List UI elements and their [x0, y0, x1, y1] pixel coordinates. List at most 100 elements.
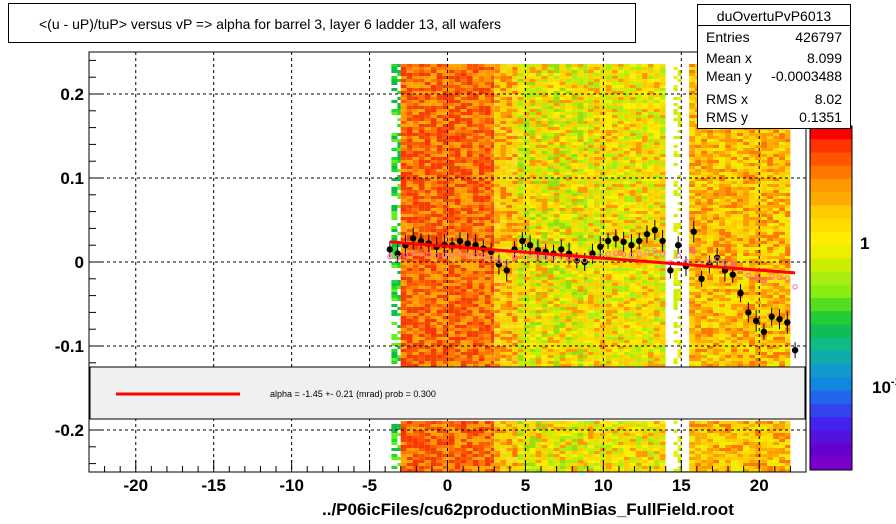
heatmap-cell [412, 121, 419, 124]
heatmap-cell [500, 64, 507, 67]
heatmap-cell [653, 103, 660, 106]
heatmap-cell [472, 157, 479, 160]
heatmap-cell [529, 118, 536, 121]
heatmap-cell [623, 298, 630, 301]
heatmap-cell [512, 193, 518, 196]
heatmap-cell [635, 220, 642, 223]
heatmap-cell [535, 124, 542, 127]
heatmap-cell [494, 238, 501, 241]
heatmap-cell [424, 430, 431, 433]
heatmap-cell [424, 127, 431, 130]
heatmap-cell [466, 283, 473, 286]
heatmap-cell [583, 121, 588, 124]
heatmap-cell [424, 88, 431, 91]
heatmap-cell [448, 199, 455, 202]
heatmap-cell [472, 85, 479, 88]
heatmap-cell [424, 175, 431, 178]
heatmap-cell [506, 91, 513, 94]
heatmap-cell [400, 313, 407, 316]
heatmap-cell [494, 433, 501, 436]
heatmap-cell [512, 79, 518, 82]
heatmap-cell [466, 238, 473, 241]
heatmap-cell [512, 340, 518, 343]
heatmap-cell [571, 364, 578, 367]
heatmap-cell [460, 430, 467, 433]
heatmap-cell [500, 319, 507, 322]
heatmap-cell [629, 187, 636, 190]
heatmap-cell [430, 268, 437, 271]
heatmap-cell [448, 253, 455, 256]
heatmap-cell [424, 64, 431, 67]
heatmap-cell [424, 184, 431, 187]
heatmap-cell [406, 97, 413, 100]
heatmap-cell [454, 250, 461, 253]
heatmap-cell [605, 76, 612, 79]
heatmap-cell [512, 292, 518, 295]
heatmap-cell [418, 157, 425, 160]
heatmap-cell [599, 97, 606, 100]
heatmap-cell [659, 217, 666, 220]
heatmap-cell [500, 241, 507, 244]
heatmap-cell [583, 214, 588, 217]
heatmap-cell [547, 172, 554, 175]
heatmap-cell [553, 430, 560, 433]
heatmap-cell [412, 109, 419, 112]
heatmap-cell [517, 193, 524, 196]
heatmap-cell [547, 421, 554, 424]
heatmap-cell [559, 346, 566, 349]
heatmap-cell [500, 97, 507, 100]
heatmap-cell [653, 289, 660, 292]
heatmap-cell [641, 178, 648, 181]
heatmap-cell [512, 166, 518, 169]
heatmap-cell [490, 97, 495, 100]
heatmap-cell [577, 118, 584, 121]
heatmap-cell [659, 223, 666, 226]
heatmap-cell [553, 76, 560, 79]
heatmap-cell [478, 85, 485, 88]
heatmap-cell [478, 202, 485, 205]
heatmap-cell [472, 424, 479, 427]
heatmap-cell [611, 94, 618, 97]
heatmap-cell [583, 217, 588, 220]
heatmap-cell [517, 439, 524, 442]
heatmap-cell [500, 193, 507, 196]
heatmap-cell [412, 310, 419, 313]
heatmap-cell [587, 235, 594, 238]
heatmap-cell [559, 358, 566, 361]
heatmap-cell [583, 310, 588, 313]
heatmap-cell [506, 439, 513, 442]
heatmap-cell [397, 358, 401, 361]
heatmap-cell [535, 70, 542, 73]
heatmap-cell [599, 82, 606, 85]
heatmap-cell [599, 76, 606, 79]
heatmap-cell [629, 301, 636, 304]
heatmap-cell [454, 139, 461, 142]
heatmap-cell [587, 118, 594, 121]
heatmap-cell [418, 457, 425, 460]
heatmap-cell [494, 334, 501, 337]
heatmap-cell [559, 208, 566, 211]
heatmap-cell [500, 169, 507, 172]
heatmap-cell [605, 157, 612, 160]
heatmap-cell [406, 358, 413, 361]
heatmap-cell [478, 334, 485, 337]
heatmap-cell [517, 343, 524, 346]
heatmap-cell [494, 292, 501, 295]
heatmap-cell [448, 328, 455, 331]
heatmap-cell [599, 199, 606, 202]
heatmap-cell [565, 298, 572, 301]
heatmap-cell [506, 85, 513, 88]
heatmap-cell [397, 109, 401, 112]
heatmap-cell [494, 217, 501, 220]
heatmap-cell [454, 64, 461, 67]
heatmap-cell [541, 82, 548, 85]
heatmap-cell [623, 106, 630, 109]
heatmap-cell [506, 82, 513, 85]
heatmap-cell [406, 253, 413, 256]
heatmap-cell [559, 232, 566, 235]
heatmap-cell [500, 271, 507, 274]
heatmap-cell [553, 289, 560, 292]
heatmap-cell [484, 205, 491, 208]
heatmap-cell [391, 466, 398, 469]
heatmap-cell [653, 130, 660, 133]
